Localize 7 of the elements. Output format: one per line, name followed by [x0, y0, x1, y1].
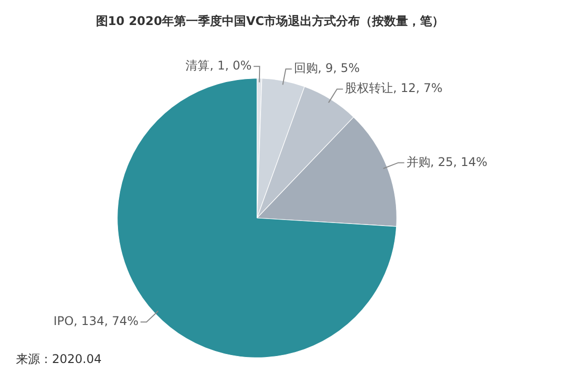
- slice-label: 并购, 25, 14%: [406, 154, 488, 169]
- slice-label: 回购, 9, 5%: [294, 61, 360, 76]
- chart-title: 图10 2020年第一季度中国VC市场退出方式分布（按数量，笔）: [96, 14, 444, 28]
- slice-label: IPO, 134, 74%: [53, 314, 139, 328]
- source-note: 来源：2020.04: [16, 352, 102, 366]
- slice-label: 清算, 1, 0%: [186, 58, 252, 72]
- slice-label: 股权转让, 12, 7%: [344, 81, 443, 96]
